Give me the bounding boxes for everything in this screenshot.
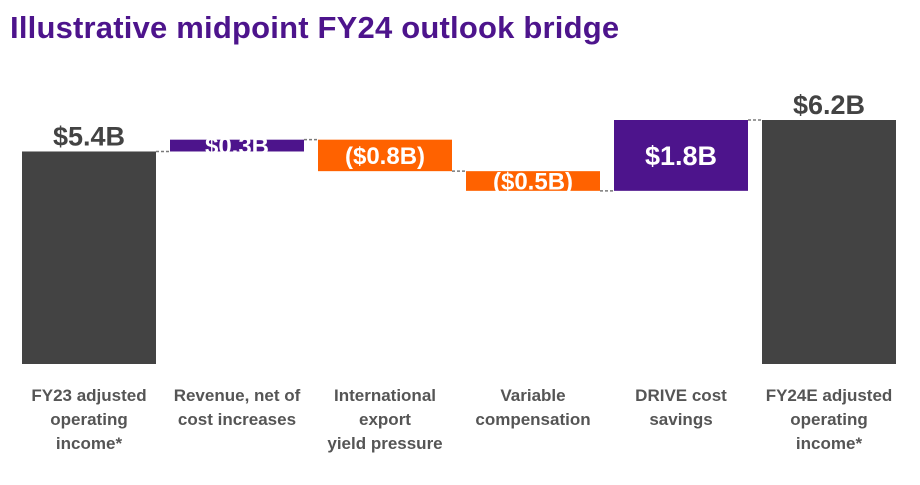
category-label-2-0: International: [334, 386, 436, 405]
value-label-1: $0.3B: [205, 133, 269, 160]
category-label-0-1: operating: [50, 410, 127, 429]
category-label-5-1: operating: [790, 410, 867, 429]
category-label-2-1: export: [359, 410, 411, 429]
value-label-0: $5.4B: [53, 121, 125, 151]
category-label-0-2: income*: [56, 434, 123, 453]
bar-2: [318, 139, 452, 172]
bar-4: [614, 120, 748, 191]
category-label-3-1: compensation: [475, 410, 590, 429]
value-label-2: ($0.8B): [345, 143, 425, 170]
category-label-2-2: yield pressure: [327, 434, 442, 453]
category-label-4-1: savings: [649, 410, 712, 429]
category-label-5-0: FY24E adjusted: [766, 386, 893, 405]
category-label-1-0: Revenue, net of: [174, 386, 301, 405]
category-label-5-2: income*: [796, 434, 863, 453]
bar-5: [762, 120, 896, 364]
bar-3: [466, 171, 600, 191]
category-label-1-1: cost increases: [178, 410, 296, 429]
value-label-3: ($0.5B): [493, 169, 573, 196]
bar-1: [170, 139, 304, 152]
bar-0: [22, 151, 156, 364]
value-label-4: $1.8B: [645, 141, 717, 171]
category-label-0-0: FY23 adjusted: [31, 386, 146, 405]
page-title: Illustrative midpoint FY24 outlook bridg…: [10, 10, 620, 45]
value-label-5: $6.2B: [793, 90, 865, 120]
category-label-4-0: DRIVE cost: [635, 386, 727, 405]
category-label-3-0: Variable: [500, 386, 565, 405]
